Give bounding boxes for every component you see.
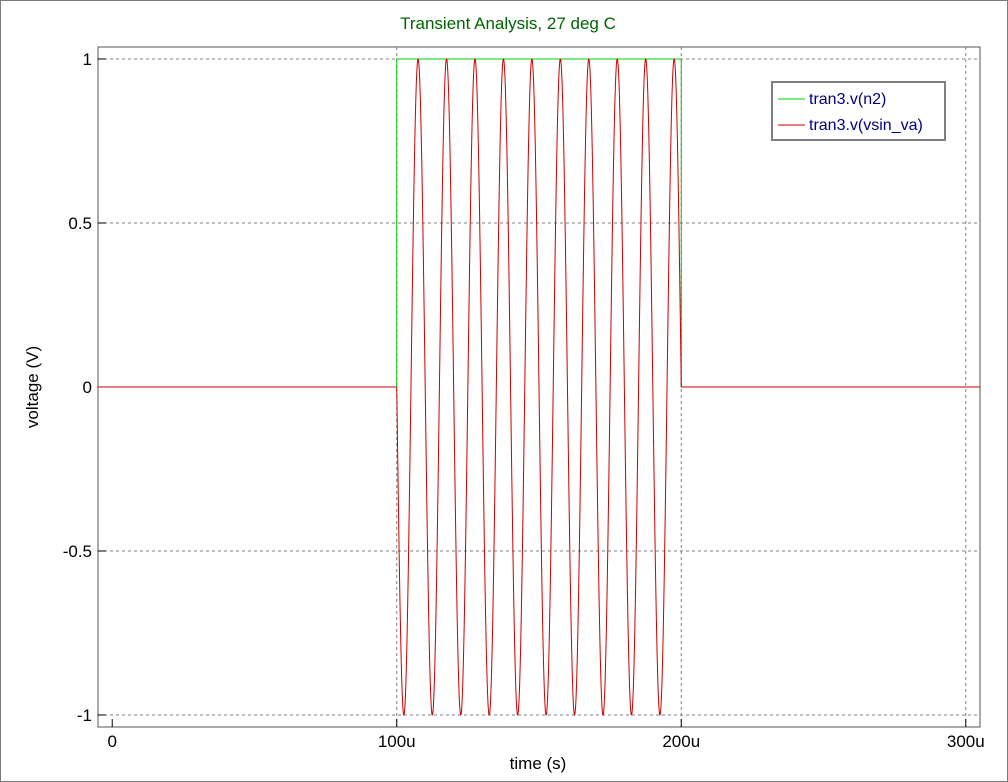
y-tick-label: -0.5: [63, 542, 92, 561]
series-layer: [98, 58, 980, 716]
x-axis-label: time (s): [510, 754, 567, 773]
grid-lines: [98, 47, 980, 727]
legend-label-n2: tran3.v(n2): [809, 91, 886, 108]
x-tick-label: 0: [107, 732, 116, 751]
y-axis-label: voltage (V): [23, 346, 42, 428]
y-tick-label: 0: [83, 378, 92, 397]
x-tick-label: 200u: [662, 732, 700, 751]
x-tick-label: 300u: [947, 732, 985, 751]
y-tick-label: -1: [77, 706, 92, 725]
legend-label-vsin-va: tran3.v(vsin_va): [809, 117, 923, 134]
chart-title: Transient Analysis, 27 deg C: [400, 14, 616, 33]
y-tick-label: 1: [83, 50, 92, 69]
legend[interactable]: tran3.v(n2) tran3.v(vsin_va): [771, 81, 946, 141]
x-tick-label: 100u: [378, 732, 416, 751]
legend-box: [771, 81, 946, 141]
y-tick-label: 0.5: [68, 214, 92, 233]
tick-labels: 1 0.5 0 -0.5 -1 0 100u 200u 300u: [63, 50, 985, 751]
series-line-vsin-va: [98, 58, 980, 716]
